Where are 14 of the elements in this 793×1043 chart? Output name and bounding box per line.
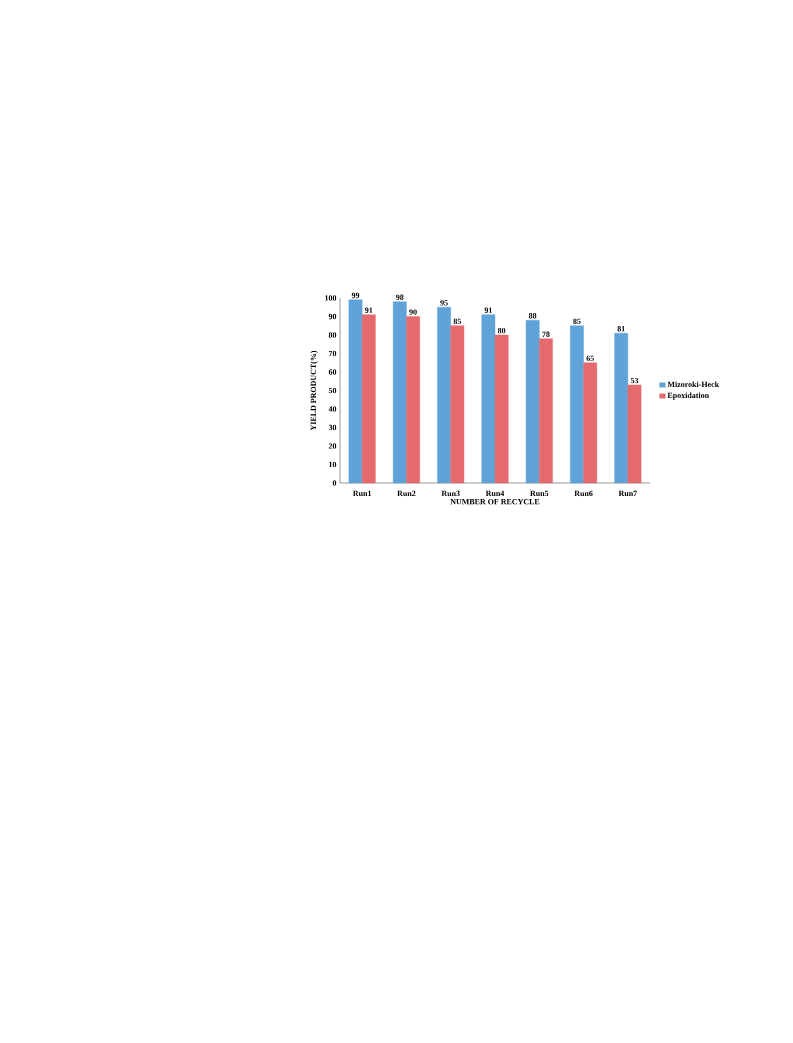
- bar: [348, 299, 363, 484]
- bar: [437, 307, 451, 484]
- bar: [570, 325, 584, 484]
- bar: [525, 319, 540, 484]
- bar: [481, 314, 496, 484]
- bar: [392, 301, 407, 484]
- bar: [614, 332, 629, 484]
- bar: [406, 316, 420, 484]
- bar: [450, 325, 465, 484]
- bar: [494, 334, 509, 484]
- bar: [627, 384, 642, 484]
- bar: [583, 362, 598, 484]
- bar: [539, 338, 553, 484]
- bar: [361, 314, 376, 484]
